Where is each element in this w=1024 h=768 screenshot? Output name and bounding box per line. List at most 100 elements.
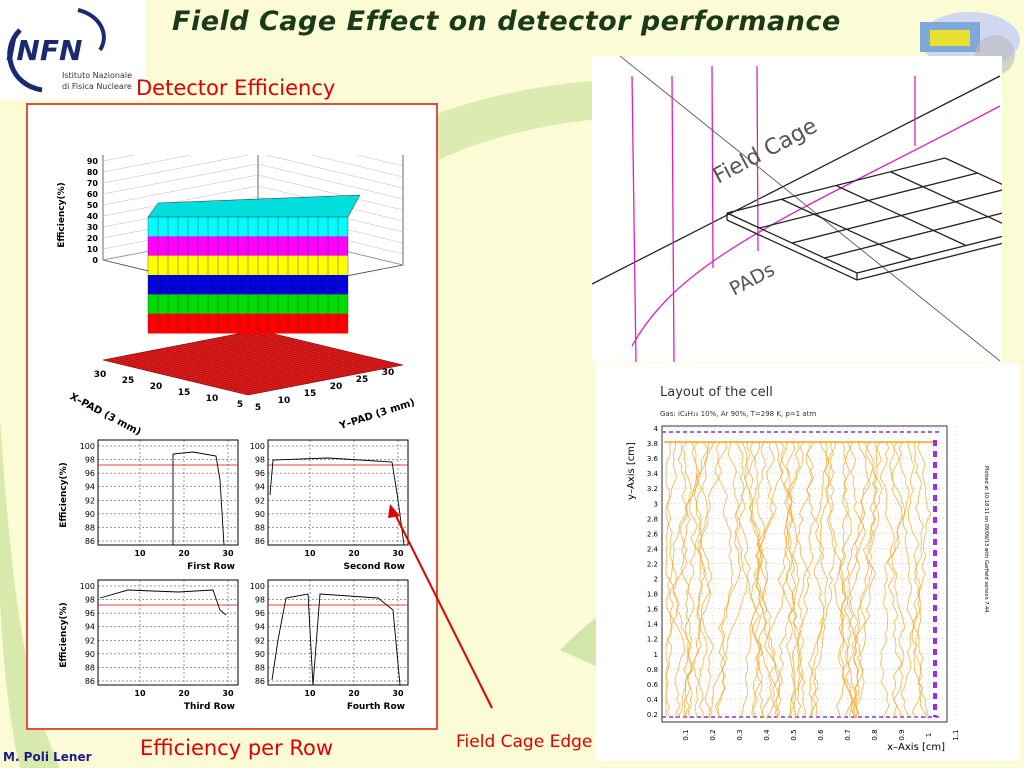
- cell-y-tick: 4: [654, 425, 659, 433]
- lego-x-tick: 30: [94, 370, 107, 380]
- row-y-tick: 100: [80, 442, 95, 451]
- cell-y-tick: 0.6: [647, 681, 659, 689]
- row-plot-title: Second Row: [343, 562, 405, 572]
- logo-text: INFN: [6, 34, 82, 67]
- cell-ylabel: y–Axis [cm]: [626, 442, 637, 500]
- cell-side-note: Plotted at 10:18:11 on 09/09/13 with Gar…: [983, 466, 989, 614]
- cell-x-tick: 0.7: [844, 729, 852, 740]
- lego-y-tick: 10: [278, 396, 291, 406]
- cell-x-tick: 1: [925, 733, 933, 737]
- cell-x-tick: 0.4: [763, 729, 771, 741]
- cell-xlabel: x–Axis [cm]: [887, 742, 945, 753]
- lego-x-label: X–PAD (3 mm): [68, 391, 143, 435]
- row-y-tick: 100: [250, 582, 265, 591]
- detector-efficiency-label: Detector Efficiency: [136, 76, 336, 100]
- row-x-tick: 30: [392, 549, 404, 558]
- page-title: Field Cage Effect on detector performanc…: [172, 6, 841, 37]
- row-y-tick: 86: [85, 677, 95, 686]
- cell-y-tick: 0.8: [647, 666, 658, 674]
- cell-y-tick: 1.4: [647, 621, 659, 629]
- lego-z-tick: 40: [87, 212, 99, 221]
- cell-x-tick: 0.5: [790, 729, 798, 740]
- lego-z-tick: 10: [87, 245, 99, 254]
- efficiency-per-row-label: Efficiency per Row: [140, 736, 334, 760]
- cell-y-tick: 1.2: [647, 636, 658, 644]
- lego-efficiency-plot: 1009080706050403020100Efficiency(%)30252…: [57, 155, 416, 435]
- pads-text: PADs: [726, 259, 779, 301]
- row-x-tick: 10: [134, 549, 146, 558]
- row-y-tick: 96: [255, 469, 265, 478]
- lego-z-tick: 90: [87, 157, 99, 166]
- cell-y-tick: 1.6: [647, 606, 659, 614]
- lego-z-tick: 0: [92, 256, 98, 265]
- cell-x-tick: 0.2: [709, 729, 717, 740]
- row-x-tick: 30: [392, 689, 404, 698]
- lego-z-tick: 50: [87, 201, 99, 210]
- lego-z-tick: 70: [87, 179, 99, 188]
- row-x-tick: 20: [348, 549, 360, 558]
- row-y-tick: 90: [255, 650, 265, 659]
- row-x-tick: 30: [222, 549, 234, 558]
- lego-x-tick: 15: [178, 388, 191, 398]
- row-x-tick: 20: [178, 549, 190, 558]
- row-y-tick: 98: [255, 596, 265, 605]
- lego-z-tick: 30: [87, 223, 99, 232]
- lego-z-tick: 20: [87, 234, 99, 243]
- row-y-tick: 94: [255, 623, 265, 632]
- row-y-tick: 98: [85, 596, 95, 605]
- row-y-tick: 94: [85, 483, 95, 492]
- row-y-tick: 90: [255, 510, 265, 519]
- cell-y-tick: 0.2: [647, 711, 658, 719]
- row-x-tick: 10: [304, 689, 316, 698]
- row-ylabel: Efficiency(%): [59, 602, 69, 668]
- row-y-tick: 98: [255, 456, 265, 465]
- cell-y-tick: 2.4: [647, 545, 659, 553]
- row-y-tick: 100: [250, 442, 265, 451]
- lego-x-tick: 10: [206, 394, 219, 404]
- row-y-tick: 88: [85, 663, 95, 672]
- edge-effect-arrow: [388, 504, 493, 709]
- lego-x-tick: 25: [122, 376, 135, 386]
- row-y-tick: 86: [255, 677, 265, 686]
- row-x-tick: 10: [134, 689, 146, 698]
- field-cage-3d-panel: Field Cage PADs: [591, 55, 1024, 363]
- row-plot-title: First Row: [187, 562, 235, 572]
- cell-x-tick: 0.8: [871, 729, 879, 740]
- lego-y-tick: 20: [330, 382, 343, 392]
- row-ylabel: Efficiency(%): [59, 462, 69, 528]
- row-y-tick: 94: [255, 483, 265, 492]
- row-y-tick: 92: [85, 496, 95, 505]
- lego-y-tick: 5: [255, 403, 261, 413]
- cell-x-tick: 0.6: [817, 729, 825, 741]
- row-y-tick: 88: [255, 663, 265, 672]
- row-x-tick: 10: [304, 549, 316, 558]
- field-cage-text: Field Cage: [709, 114, 822, 190]
- row-y-tick: 88: [255, 523, 265, 532]
- row-plot-title: Third Row: [184, 702, 235, 712]
- cell-y-tick: 1: [654, 651, 658, 659]
- cell-y-tick: 0.4: [647, 696, 659, 704]
- row-y-tick: 96: [85, 469, 95, 478]
- cell-y-tick: 2.8: [647, 515, 658, 523]
- row-y-tick: 96: [255, 609, 265, 618]
- cell-y-tick: 1.8: [647, 591, 658, 599]
- row-y-tick: 100: [80, 582, 95, 591]
- author-label: M. Poli Lener: [3, 750, 92, 764]
- cell-y-tick: 2.2: [647, 560, 658, 568]
- logo-subtitle-2: di Fisica Nucleare: [62, 82, 132, 91]
- cell-title: Layout of the cell: [660, 385, 773, 400]
- logo-subtitle-1: Istituto Nazionale: [62, 71, 132, 80]
- row-y-tick: 92: [255, 496, 265, 505]
- cell-y-tick: 3: [654, 500, 658, 508]
- lego-z-tick: 80: [87, 168, 99, 177]
- row-y-tick: 92: [85, 636, 95, 645]
- infn-logo: INFN Istituto Nazionale di Fisica Nuclea…: [0, 0, 146, 100]
- row-efficiency-plots: 100 98 96 94 92 90 88 86 10 20 30 First Row Efficien…: [59, 439, 409, 712]
- row-y-tick: 86: [255, 537, 265, 546]
- row-y-tick: 90: [85, 510, 95, 519]
- cell-y-tick: 2.6: [647, 530, 659, 538]
- lego-z-label: Efficiency(%): [57, 182, 67, 248]
- cell-gas: Gas: iC₄H₁₀ 10%, Ar 90%, T=298 K, p=1 at…: [660, 410, 816, 418]
- cell-y-tick: 3.6: [647, 455, 659, 463]
- lego-y-tick: 25: [356, 375, 369, 385]
